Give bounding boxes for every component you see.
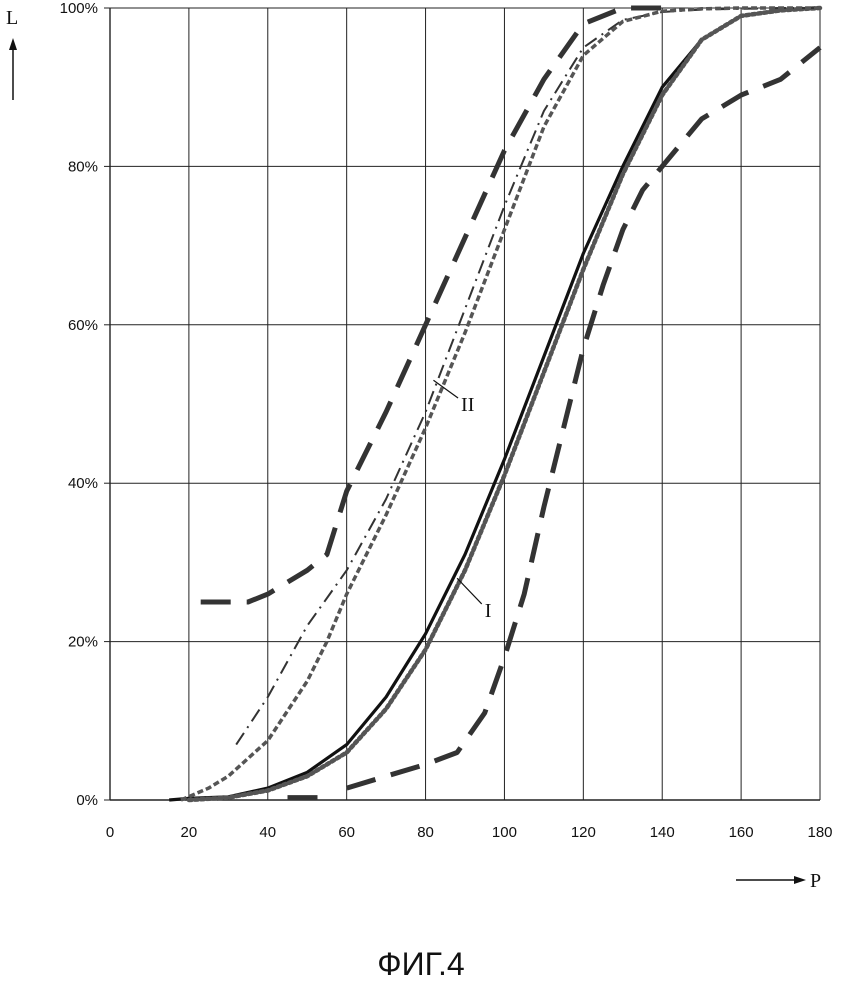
y-tick-label: 40% — [68, 475, 98, 492]
y-tick-label: 100% — [60, 0, 98, 17]
figure-caption: ФИГ.4 — [377, 946, 464, 982]
x-tick-label: 20 — [181, 824, 198, 841]
x-axis-arrow-icon — [736, 876, 806, 884]
y-axis-arrow-icon — [9, 38, 17, 100]
series-line-6-long-dash — [201, 8, 663, 602]
x-axis-label: P — [810, 870, 821, 892]
annotation-label: I — [485, 600, 492, 622]
x-tick-label: 180 — [807, 824, 832, 841]
y-tick-label: 80% — [68, 158, 98, 175]
x-tick-label: 120 — [571, 824, 596, 841]
annotation-label: II — [461, 394, 474, 416]
x-tick-labels: 0 20 40 60 80 100 120 140 160 180 — [106, 824, 833, 841]
y-tick-label: 0% — [76, 792, 98, 809]
series-line-4-dash-dot — [236, 8, 820, 745]
y-axis-label: L — [6, 7, 18, 29]
curves — [169, 8, 820, 800]
series-line-3-long-dash — [288, 48, 821, 798]
y-tick-labels: 0% 20% 40% 60% 80% 100% — [60, 0, 98, 809]
y-tick-label: 20% — [68, 634, 98, 651]
x-tick-label: 40 — [259, 824, 276, 841]
y-tick-label: 60% — [68, 317, 98, 334]
x-tick-label: 100 — [492, 824, 517, 841]
x-tick-label: 80 — [417, 824, 434, 841]
x-tick-label: 0 — [106, 824, 114, 841]
x-tick-label: 140 — [650, 824, 675, 841]
x-tick-label: 60 — [338, 824, 355, 841]
curve-annotations: III — [433, 380, 491, 622]
annotation-leader-line — [457, 578, 482, 604]
x-tick-label: 160 — [729, 824, 754, 841]
series-line-5-short-dash — [181, 8, 820, 800]
